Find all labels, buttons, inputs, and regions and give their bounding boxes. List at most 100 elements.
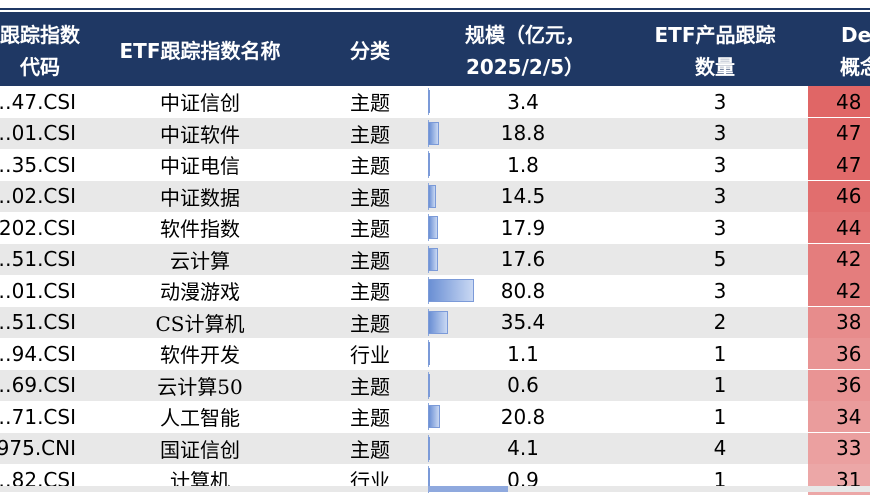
etf-count: 3 (713, 278, 727, 303)
index-name: 中证数据 (160, 185, 240, 210)
concept-stock-count: 36 (808, 369, 870, 401)
size-cell: 1.1 (0, 338, 870, 369)
concept-stock-count: 38 (808, 306, 870, 338)
category: 主题 (350, 91, 390, 115)
size-bar (428, 436, 431, 460)
concept-stock-count: 34 (808, 401, 870, 432)
concept-stock-count: 48 (808, 86, 870, 117)
index-name: 中证信创 (160, 91, 240, 115)
category: 行业 (350, 343, 390, 367)
etf-count: 3 (713, 121, 727, 145)
table-row: …51.CSI CS计算机 主题 35.4 2 38 (0, 306, 870, 338)
index-code: …51.CSI (0, 310, 76, 334)
size-bar (428, 405, 440, 428)
size-bar (428, 184, 437, 208)
category: 主题 (350, 185, 390, 210)
header-etf-count: ETF产品跟踪 数量 (654, 23, 776, 79)
table-row: …975.CNI 国证信创 主题 4.1 4 33 (0, 432, 870, 464)
category: 主题 (350, 217, 390, 241)
index-name: 人工智能 (160, 406, 240, 430)
category: 主题 (350, 437, 390, 462)
size-cell: 17.6 (0, 244, 870, 275)
size-bar (428, 247, 439, 271)
category: 主题 (350, 280, 390, 304)
index-code: …01.CSI (0, 121, 76, 145)
header-category: 分类 (350, 39, 390, 63)
size-bar (428, 90, 430, 113)
concept-stock-count: 47 (808, 149, 870, 180)
category: 主题 (350, 154, 390, 178)
table-row-partial (0, 486, 870, 492)
index-code: …47.CSI (0, 89, 76, 114)
etf-count: 2 (713, 310, 727, 334)
index-name: 云计算 (170, 248, 230, 273)
size-cell: 80.8 (0, 275, 870, 306)
size-bar (428, 373, 430, 397)
size-value: 4.1 (507, 436, 539, 460)
size-bar-partial (428, 486, 508, 492)
header-index-name: ETF跟踪指数名称 (119, 39, 281, 63)
table-row: …01.CSI 动漫游戏 主题 80.8 3 42 (0, 275, 870, 306)
size-cell: 18.8 (0, 118, 870, 149)
header-size: 规模（亿元， 2025/2/5） (465, 23, 585, 79)
index-code: …71.CSI (0, 404, 76, 429)
size-bar (428, 153, 430, 176)
index-name: 中证电信 (160, 154, 240, 178)
table-row: …71.CSI 人工智能 主题 20.8 1 34 (0, 401, 870, 432)
etf-count: 3 (713, 89, 727, 114)
size-cell: 17.9 (0, 212, 870, 243)
header-concept-stocks: Deep 概念股 (840, 23, 870, 79)
index-name: 软件指数 (160, 217, 240, 241)
size-value: 80.8 (500, 278, 546, 303)
category: 主题 (350, 374, 390, 399)
index-name: 软件开发 (160, 343, 240, 367)
etf-count: 3 (713, 152, 727, 177)
etf-count: 3 (713, 184, 727, 208)
concept-stock-count: 42 (808, 275, 870, 306)
index-code: …202.CSI (0, 215, 76, 240)
index-name: CS计算机 (155, 311, 245, 336)
size-value: 35.4 (500, 310, 546, 334)
size-value: 14.5 (500, 184, 546, 208)
index-name: 动漫游戏 (160, 280, 240, 304)
size-bar (428, 310, 449, 334)
etf-count: 3 (713, 215, 727, 240)
size-cell: 20.8 (0, 401, 870, 432)
size-cell: 0.6 (0, 370, 870, 401)
table-row: …202.CSI 软件指数 主题 17.9 3 44 (0, 212, 870, 243)
top-border-thick (0, 12, 870, 16)
index-code: …69.CSI (0, 373, 76, 397)
size-cell: 14.5 (0, 181, 870, 212)
index-code: …01.CSI (0, 278, 76, 303)
size-value: 17.6 (500, 247, 546, 271)
size-cell: 35.4 (0, 307, 870, 338)
index-code: …975.CNI (0, 436, 76, 460)
size-cell: 3.4 (0, 86, 870, 117)
size-cell: 1.8 (0, 149, 870, 180)
concept-stock-count: 47 (808, 117, 870, 149)
index-name: 云计算50 (157, 374, 243, 399)
size-bar (428, 216, 439, 239)
concept-stock-count: 46 (808, 180, 870, 212)
category: 主题 (350, 122, 390, 147)
size-bar (428, 342, 430, 365)
size-value: 0.6 (507, 373, 539, 397)
table-row: …51.CSI 云计算 主题 17.6 5 42 (0, 243, 870, 275)
index-name: 国证信创 (160, 437, 240, 462)
index-name: 中证软件 (160, 122, 240, 147)
etf-count: 1 (713, 341, 727, 366)
table-row: …94.CSI 软件开发 行业 1.1 1 36 (0, 338, 870, 369)
concept-stock-count: 36 (808, 338, 870, 369)
size-cell: 4.1 (0, 433, 870, 464)
concept-stock-count: 33 (808, 432, 870, 464)
category: 主题 (350, 406, 390, 430)
etf-count: 1 (713, 404, 727, 429)
size-value: 1.8 (507, 152, 539, 177)
size-value: 3.4 (507, 89, 539, 114)
size-bar (428, 121, 439, 145)
table-row: …69.CSI 云计算50 主题 0.6 1 36 (0, 369, 870, 401)
index-code: …02.CSI (0, 184, 76, 208)
index-code: …94.CSI (0, 341, 76, 366)
table-row: …35.CSI 中证电信 主题 1.8 3 47 (0, 149, 870, 180)
size-value: 20.8 (500, 404, 546, 429)
